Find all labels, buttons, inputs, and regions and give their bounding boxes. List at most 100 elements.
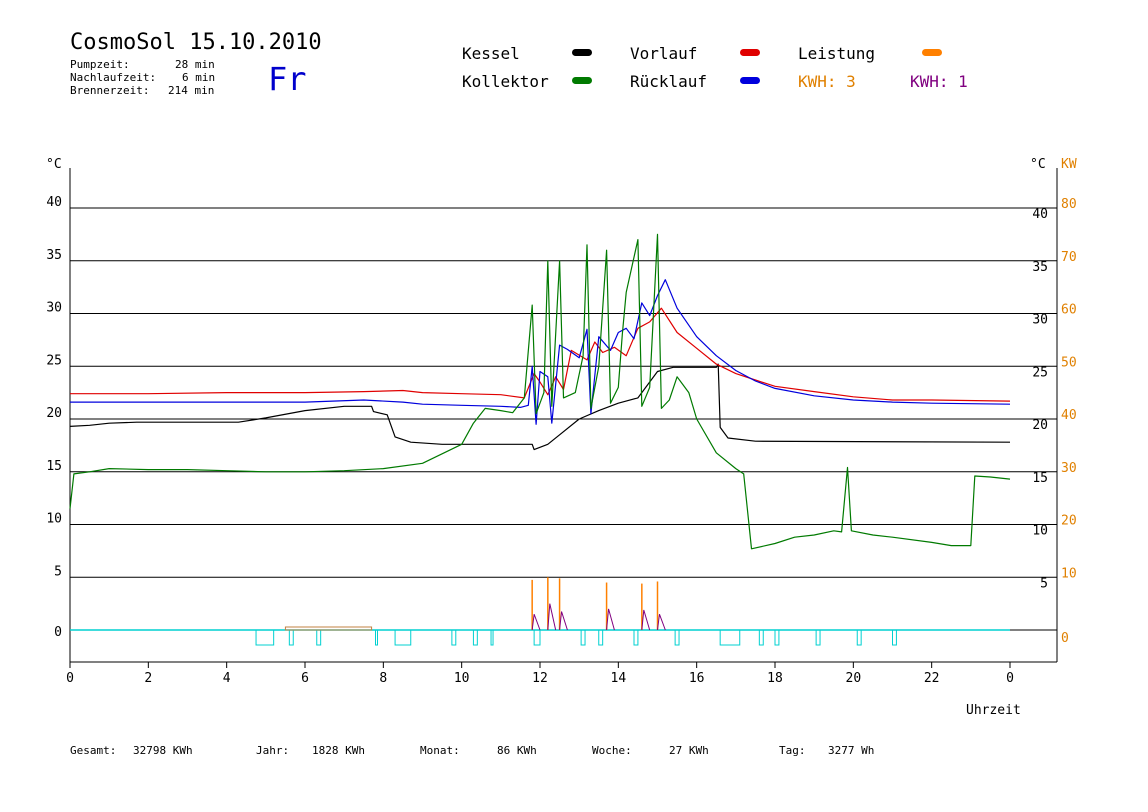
x-tick-11: 22 <box>924 671 940 686</box>
legend-kollektor-swatch <box>572 77 592 84</box>
y-tick-left-10: 10 <box>46 512 62 527</box>
y-tick-right-15: 15 <box>1032 471 1048 486</box>
y-tick-left-15: 15 <box>46 459 62 474</box>
kwh-burner-label: KWH: 1 <box>910 72 968 91</box>
series-line-rcklauf <box>70 279 1011 425</box>
pump-interval-4 <box>394 629 412 646</box>
y-unit-right: °C <box>1030 157 1046 172</box>
y-tick-left-30: 30 <box>46 301 62 316</box>
year-value: 1828 KWh <box>312 744 365 757</box>
y-tick-kw-0: 0 <box>1061 631 1069 646</box>
pump-interval-18 <box>892 629 897 646</box>
y-tick-left-0: 0 <box>54 625 62 640</box>
series-line-kollektor <box>69 233 1011 550</box>
y-tick-right-10: 10 <box>1032 524 1048 539</box>
y-tick-left-5: 5 <box>54 564 62 579</box>
x-tick-6: 12 <box>532 671 548 686</box>
y-tick-right-5: 5 <box>1040 576 1048 591</box>
x-tick-2: 4 <box>223 671 231 686</box>
pump-interval-11 <box>633 629 639 646</box>
x-tick-12: 0 <box>1006 671 1014 686</box>
series-line-kessel <box>69 363 1011 451</box>
energy-spike-5 <box>657 614 666 631</box>
legend-kessel-swatch <box>572 49 592 56</box>
y-tick-right-25: 25 <box>1032 365 1048 380</box>
pump-interval-7 <box>490 629 494 646</box>
y-tick-left-25: 25 <box>46 353 62 368</box>
energy-spike-3 <box>606 608 615 631</box>
y-tick-kw-40: 40 <box>1061 408 1077 423</box>
chart-title: CosmoSol 15.10.2010 <box>70 30 322 55</box>
pump-time-value: 28 min <box>175 58 215 71</box>
pump-interval-12 <box>674 629 680 646</box>
y-tick-kw-30: 30 <box>1061 461 1077 476</box>
y-tick-kw-50: 50 <box>1061 355 1077 370</box>
x-tick-8: 16 <box>689 671 705 686</box>
pump-interval-17 <box>856 629 862 646</box>
pump-interval-2 <box>316 629 322 646</box>
energy-spike-0 <box>531 614 541 631</box>
y-tick-kw-80: 80 <box>1061 197 1077 212</box>
energy-spike-2 <box>559 611 568 631</box>
y-tick-kw-60: 60 <box>1061 303 1077 318</box>
y-tick-left-40: 40 <box>46 195 62 210</box>
y-tick-right-40: 40 <box>1032 207 1048 222</box>
burner-time-label: Brennerzeit: <box>70 84 150 97</box>
energy-spike-1 <box>547 603 557 631</box>
legend-leistung-label: Leistung <box>798 44 876 63</box>
y-tick-kw-70: 70 <box>1061 250 1077 265</box>
total-label: Gesamt: <box>70 744 117 757</box>
pump-interval-13 <box>719 629 741 646</box>
burner-interval-0 <box>284 626 373 631</box>
week-label: Woche: <box>592 744 632 757</box>
y-tick-right-30: 30 <box>1032 313 1048 328</box>
x-tick-1: 2 <box>144 671 152 686</box>
x-tick-0: 0 <box>66 671 74 686</box>
pump-interval-3 <box>375 629 378 646</box>
pump-interval-0 <box>255 629 275 646</box>
x-tick-4: 8 <box>379 671 387 686</box>
burner-time-value: 214 min <box>168 84 215 97</box>
pump-interval-1 <box>288 629 294 646</box>
pump-time-label: Pumpzeit: <box>70 58 130 71</box>
y-tick-kw-20: 20 <box>1061 514 1077 529</box>
year-label: Jahr: <box>256 744 290 757</box>
x-tick-3: 6 <box>301 671 309 686</box>
pump-interval-10 <box>598 629 604 646</box>
month-label: Monat: <box>420 744 460 757</box>
energy-spike-4 <box>641 609 651 631</box>
month-value: 86 KWh <box>497 744 537 757</box>
week-value: 27 KWh <box>669 744 709 757</box>
pump-interval-5 <box>451 629 457 646</box>
y-tick-left-35: 35 <box>46 248 62 263</box>
pump-interval-16 <box>815 629 821 646</box>
y-tick-right-20: 20 <box>1032 418 1048 433</box>
y-tick-left-20: 20 <box>46 406 62 421</box>
day-value: 3277 Wh <box>828 744 875 757</box>
day-label: Tag: <box>779 744 806 757</box>
y-tick-right-35: 35 <box>1032 260 1048 275</box>
legend-vorlauf-label: Vorlauf <box>630 44 698 63</box>
pump-interval-15 <box>774 629 780 646</box>
pump-interval-14 <box>758 629 764 646</box>
x-tick-10: 20 <box>846 671 862 686</box>
x-tick-7: 14 <box>611 671 627 686</box>
run-on-time-label: Nachlaufzeit: <box>70 71 157 84</box>
x-axis-label: Uhrzeit <box>966 703 1021 718</box>
total-value: 32798 KWh <box>133 744 193 757</box>
x-tick-9: 18 <box>767 671 783 686</box>
legend-leistung-swatch <box>922 49 942 56</box>
series-line-vorlauf <box>70 307 1011 402</box>
weekday-label: Fr <box>268 60 307 98</box>
legend-kessel-label: Kessel <box>462 44 520 63</box>
legend-ruecklauf-swatch <box>740 77 760 84</box>
pump-interval-8 <box>533 629 541 646</box>
run-on-time-value: 6 min <box>182 71 216 84</box>
x-tick-5: 10 <box>454 671 470 686</box>
pump-interval-9 <box>580 629 586 646</box>
legend-vorlauf-swatch <box>740 49 760 56</box>
legend-ruecklauf-label: Rücklauf <box>630 72 708 91</box>
pump-interval-6 <box>472 629 478 646</box>
y-tick-kw-10: 10 <box>1061 566 1077 581</box>
